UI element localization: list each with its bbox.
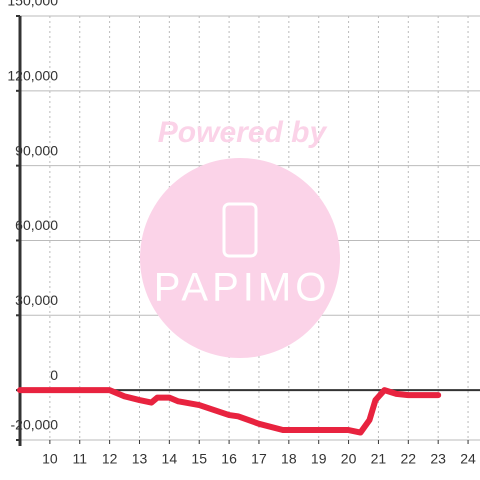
x-tick-label: 19 <box>311 451 327 467</box>
x-tick-label: 11 <box>72 451 87 467</box>
x-tick-label: 23 <box>430 451 446 467</box>
x-tick-label: 10 <box>42 451 58 467</box>
x-tick-label: 12 <box>102 451 118 467</box>
x-tick-label: 21 <box>371 451 387 467</box>
y-tick-label: 150,000 <box>7 0 58 9</box>
x-tick-label: 13 <box>132 451 148 467</box>
y-tick-label: 120,000 <box>7 68 58 84</box>
watermark-circle <box>140 158 340 358</box>
x-tick-label: 18 <box>281 451 297 467</box>
y-tick-label: -20,000 <box>11 417 59 433</box>
x-tick-label: 24 <box>460 451 476 467</box>
data-line <box>17 387 442 436</box>
watermark-phone <box>222 202 258 258</box>
x-tick-label: 17 <box>251 451 267 467</box>
x-tick-label: 22 <box>401 451 417 467</box>
x-tick-label: 15 <box>191 451 207 467</box>
y-tick-label: 90,000 <box>15 142 58 158</box>
x-tick-label: 14 <box>162 451 178 467</box>
x-tick-label: 16 <box>221 451 237 467</box>
y-tick-label: 30,000 <box>15 292 58 308</box>
y-tick-label: 60,000 <box>15 217 58 233</box>
y-tick-label: 0 <box>50 367 58 383</box>
watermark-logo: PAPIMO <box>154 266 331 310</box>
watermark: Powered by PAPIMO <box>140 116 340 358</box>
watermark-text: Powered by <box>158 116 328 149</box>
x-tick-label: 20 <box>341 451 357 467</box>
